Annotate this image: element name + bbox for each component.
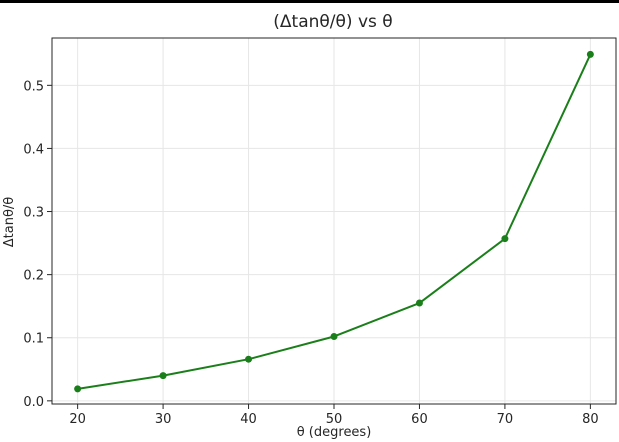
data-point (159, 372, 167, 380)
data-point (586, 50, 594, 58)
chart-title: (Δtanθ/θ) vs θ (273, 12, 392, 32)
y-axis-label: Δtanθ/θ (2, 197, 17, 248)
y-tick-label: 0.3 (23, 206, 44, 221)
data-point (501, 235, 509, 243)
series-layer (74, 50, 594, 393)
data-point (415, 299, 423, 307)
x-tick-label: 60 (411, 412, 428, 427)
grid-layer (52, 38, 616, 404)
y-tick-label: 0.5 (23, 79, 44, 94)
y-tick-label: 0.1 (23, 332, 44, 347)
data-point (74, 385, 82, 393)
y-tick-label: 0.4 (23, 142, 44, 157)
y-tick-label: 0.2 (23, 269, 44, 284)
x-tick-label: 80 (582, 412, 599, 427)
x-tick-label: 40 (240, 412, 257, 427)
top-border-rule (0, 0, 619, 3)
data-point (330, 332, 338, 340)
x-tick-label: 20 (69, 412, 86, 427)
ticks-layer: 20 30 40 50 60 70 80 0.0 0.1 0.2 0.3 0.4 0.5 (23, 79, 598, 427)
x-tick-label: 50 (326, 412, 343, 427)
y-tick-label: 0.0 (23, 395, 44, 410)
data-point (245, 355, 253, 363)
x-axis-label: θ (degrees) (297, 425, 372, 440)
x-tick-label: 70 (497, 412, 514, 427)
x-tick-label: 30 (155, 412, 172, 427)
